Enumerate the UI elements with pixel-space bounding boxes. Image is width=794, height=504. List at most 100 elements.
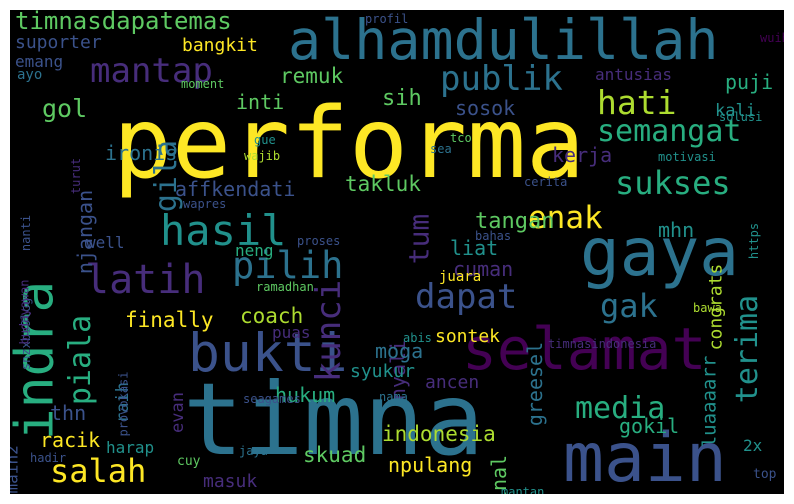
word-jaya: jaya [239,444,268,458]
word-hukum: hukum [275,383,336,407]
word-kunci: kunci [309,279,350,383]
word-ayo: ayo [17,67,43,83]
word-tco: tco [450,131,472,145]
word-luaaaarr: luaaaarr [697,355,720,447]
word-kerja: kerja [552,143,613,167]
word-ramadhan: ramadhan [256,280,314,294]
word-gak: gak [600,287,658,325]
word-thn: thn [50,401,87,425]
word-greesel: greesel [523,341,548,427]
word-bukti: bukti [188,323,348,384]
word-racik: racik [40,428,101,452]
word-sih: sih [382,86,422,111]
word-timnasindonesia: timnasindonesia [548,337,657,351]
word-mhn: mhn [658,218,695,242]
word-gol: gol [42,94,88,123]
word-cuman: cuman [453,257,514,281]
word-abis: abis [403,331,432,345]
word-nanti: nanti [19,214,34,252]
word-mantan: mantan [501,485,545,494]
word-timnasdapatemas: timnasdapatemas [15,10,232,35]
word-wuih: wuih [760,31,784,45]
word-budayawan: budayawan [17,278,32,345]
word-ancen: ancen [425,372,480,393]
word-njangan: njangan [73,189,98,275]
word-finally: finally [125,308,214,332]
word-tum: tum [401,213,435,264]
word-cuy: cuy [177,454,201,469]
word-takluk: takluk [345,172,421,196]
word-motivasi: motivasi [658,150,716,164]
word-syukur: syukur [350,361,416,382]
word-evan: evan [167,392,188,433]
word-mantap: mantap [90,51,213,91]
word-neng: neng [235,241,274,260]
word-wajib: wajib [244,149,281,163]
word-suporter: suporter [15,32,102,53]
word-alhamdulillah: alhamdulillah [288,10,719,72]
word-well: well [86,233,125,252]
word-harap: harap [106,438,155,457]
word-sosok: sosok [455,96,516,120]
word-top: top [753,467,777,482]
word-gue: gue [254,133,276,147]
word-gokil: gokil [619,414,680,438]
word-moga: moga [375,339,424,363]
word-puji: puji [725,70,774,94]
word-2x: 2x [743,436,763,455]
word-publik: publik [440,59,563,99]
word-pemain2: pemain2 [10,444,22,494]
word-ironis: ironis [105,141,178,165]
word-sontek: sontek [435,326,501,347]
word-nama: nama [379,390,408,404]
word-antusias: antusias [595,65,673,84]
word-npulang: npulang [388,453,473,477]
word-salah: salah [50,452,147,490]
word-coach: coach [240,304,304,328]
word-piala: piala [63,314,99,406]
word-moment: moment [181,77,225,91]
word-sukses: sukses [615,164,731,202]
word-dapat: dapat [415,277,518,317]
word-cerita: cerita [524,175,568,189]
word-latih: latih [85,257,206,303]
word-provokasi: provokasi [116,370,131,437]
word-solusi: solusi [719,110,763,124]
word-hadir: hadir [30,451,67,465]
word-skuad: skuad [303,443,367,467]
word-performa: performa [113,87,586,201]
word-kali: kali [715,101,756,121]
word-bahas: bahas [475,229,512,243]
word-bawa: bawa [693,301,722,315]
word-bangkit: bangkit [182,35,258,56]
word-affkendati: affkendati [175,177,296,201]
word-puas: puas [272,323,311,342]
word-hati: hati [597,83,677,122]
word-indonesia: indonesia [382,422,496,446]
word-gaya: gaya [580,214,739,291]
word-liat: liat [450,236,499,260]
word-seagames: seagames [243,392,301,406]
word-tangan: tangan [475,209,555,234]
word-timna: timna [183,361,485,478]
word-hasil: hasil [160,206,287,255]
word-proses: proses [297,234,341,248]
word-emang: emang [15,52,64,71]
word-profil: profil [365,12,409,26]
word-selamat: selamat [462,315,707,383]
word-masuk: masuk [203,471,258,492]
word-juara: juara [439,269,482,285]
word-media: media [575,391,666,426]
word-terima: terima [730,294,766,404]
word-inti: inti [236,90,285,114]
word-cloud: performa timna main alhamdulillah gaya selama… [10,10,784,494]
word-semangat: semangat [597,114,742,149]
word-pilih: pilih [232,244,344,287]
word-wapres: wapres [183,197,227,211]
word-enak: enak [528,200,603,236]
word-remuk: remuk [280,64,344,88]
word-https: https [747,222,762,260]
word-turut: turut [69,157,84,195]
word-main: main [563,419,727,494]
word-sea: sea [430,142,452,156]
